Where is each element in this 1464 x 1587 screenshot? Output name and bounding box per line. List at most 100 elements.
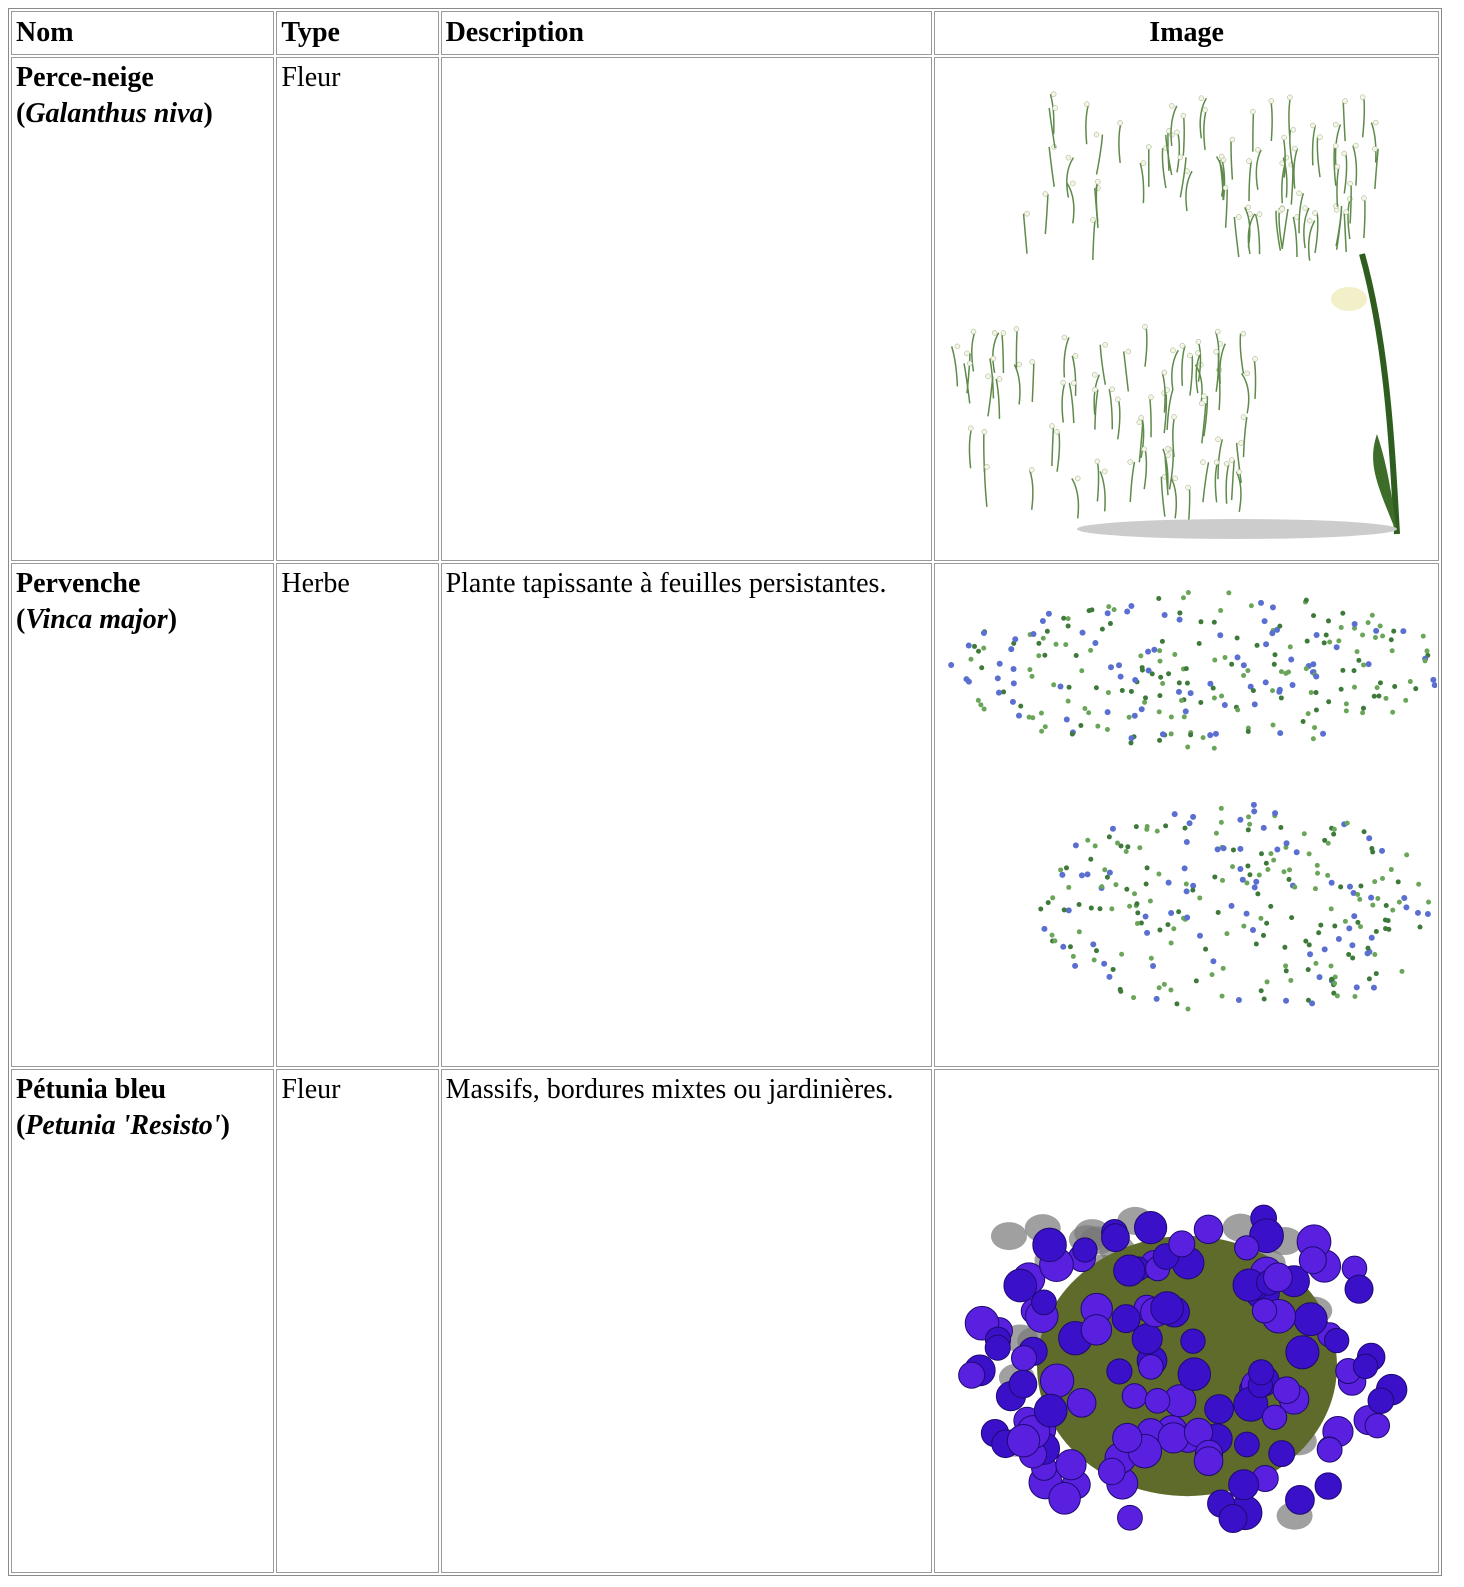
flower — [1213, 348, 1219, 355]
stem — [1161, 372, 1166, 413]
leaf — [1092, 843, 1098, 849]
leaf — [1045, 900, 1051, 906]
leaf — [1073, 653, 1079, 659]
leaf — [971, 643, 977, 649]
stem — [995, 378, 1000, 419]
leaf — [1351, 668, 1357, 674]
flower — [1261, 618, 1268, 625]
leaf — [1270, 722, 1276, 728]
stem — [1202, 396, 1208, 437]
flower — [1093, 131, 1099, 138]
flower — [1183, 839, 1190, 846]
flower — [1114, 396, 1121, 403]
stem — [1254, 213, 1260, 255]
flower — [1350, 890, 1357, 897]
leaf — [1156, 709, 1162, 715]
leaf — [1185, 590, 1191, 596]
flower — [1051, 105, 1058, 111]
flower — [1321, 946, 1328, 953]
flower — [1269, 604, 1276, 611]
flower — [1207, 680, 1214, 687]
leaf — [1388, 637, 1394, 643]
leaf — [1040, 635, 1046, 641]
leaf — [1174, 1001, 1180, 1007]
leaf — [1211, 745, 1217, 751]
stem — [1169, 105, 1178, 146]
flower — [1313, 632, 1320, 639]
leaf — [1104, 874, 1110, 880]
flower — [1050, 91, 1056, 97]
leaf — [1209, 972, 1215, 978]
leaf — [1234, 635, 1240, 641]
flower — [1193, 1446, 1224, 1476]
leaf — [1094, 723, 1100, 729]
leaf — [1325, 840, 1331, 846]
flower — [1360, 195, 1367, 201]
flower — [1072, 842, 1079, 849]
leaf — [1038, 728, 1044, 734]
leaf — [1143, 881, 1149, 887]
leaf — [1325, 618, 1331, 624]
flower — [1141, 446, 1147, 452]
leaf — [1306, 942, 1312, 948]
flower — [1147, 394, 1154, 401]
flower — [966, 360, 973, 367]
stem — [1297, 193, 1304, 234]
flower — [947, 662, 954, 669]
flower — [1175, 688, 1182, 695]
flower — [984, 373, 991, 380]
flower — [1268, 630, 1275, 637]
leaf — [1143, 826, 1149, 832]
flower — [1000, 330, 1006, 336]
leaf — [1017, 703, 1023, 709]
leaf — [1218, 805, 1224, 811]
stem — [1055, 431, 1060, 472]
leaf — [1379, 876, 1385, 882]
leaf — [980, 645, 986, 651]
flower — [1286, 94, 1293, 101]
leaf — [1165, 671, 1171, 677]
leaf — [1314, 870, 1320, 876]
leaf — [1376, 693, 1382, 699]
leaf — [1355, 919, 1361, 925]
stem — [1253, 358, 1256, 399]
leaf — [1041, 652, 1047, 658]
flower — [1041, 925, 1048, 932]
stem — [1247, 161, 1252, 202]
flower — [991, 330, 998, 336]
flower — [1179, 1328, 1206, 1354]
flower — [1371, 146, 1378, 152]
flower — [1066, 1388, 1097, 1418]
leaf — [1245, 863, 1251, 869]
leaf — [1351, 625, 1357, 631]
leaf — [1193, 978, 1199, 984]
leaf — [1369, 846, 1375, 852]
leaf — [1374, 896, 1380, 902]
flower — [1164, 452, 1171, 458]
flower — [1359, 94, 1365, 101]
flower — [1167, 910, 1174, 917]
leaf — [1168, 940, 1174, 946]
leaf — [1263, 920, 1269, 926]
leaf — [1250, 688, 1256, 694]
leaf — [1338, 624, 1344, 630]
leaf — [1291, 884, 1297, 890]
stem — [1215, 351, 1219, 392]
flower — [1262, 641, 1269, 648]
leaf — [1049, 932, 1055, 938]
leaf — [1124, 844, 1130, 850]
stem — [1071, 355, 1077, 396]
flower — [1311, 210, 1318, 216]
name-cell: Perce-neige (Galanthus niva) — [11, 57, 275, 561]
leaf — [1379, 633, 1385, 639]
flower — [1293, 849, 1300, 856]
flower — [1335, 935, 1342, 942]
leaf — [1359, 710, 1365, 716]
parenthesis: ) — [167, 604, 178, 635]
flower — [1349, 942, 1356, 949]
leaf — [1253, 941, 1259, 947]
leaf — [1288, 915, 1294, 921]
leaf — [1331, 980, 1337, 986]
table-body: Perce-neige (Galanthus niva) Fleur Pervench… — [11, 57, 1439, 1573]
leaf — [1182, 825, 1188, 831]
